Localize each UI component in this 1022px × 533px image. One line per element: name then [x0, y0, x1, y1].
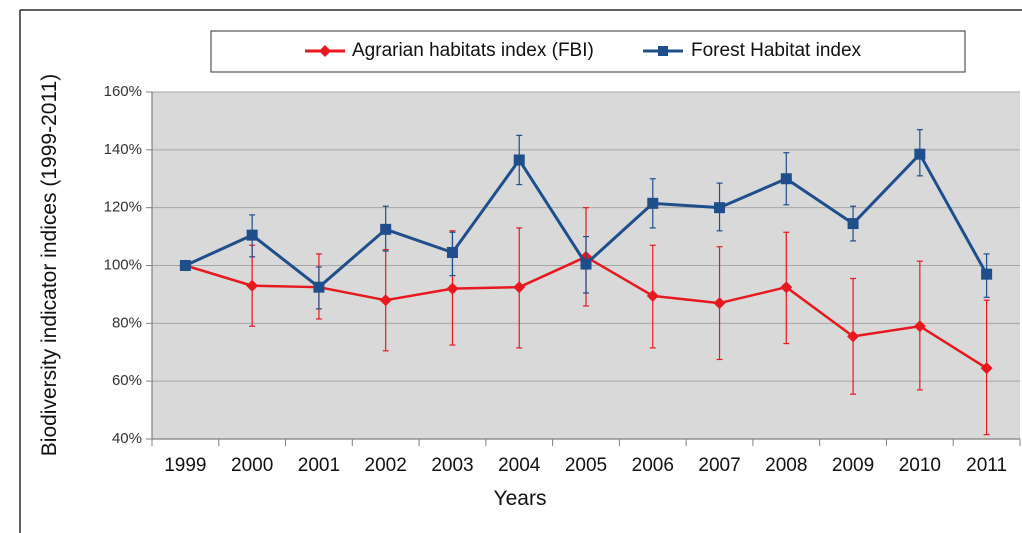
x-tick-label: 2007: [698, 455, 740, 476]
y-tick-label: 160%: [104, 83, 142, 100]
x-tick-label: 2004: [498, 455, 541, 476]
y-tick-label: 60%: [112, 372, 142, 389]
x-tick-label: 2001: [298, 455, 340, 476]
series-1: [179, 128, 993, 310]
x-tick-label: 2011: [966, 455, 1007, 476]
legend-marker-forest: [658, 46, 668, 56]
y-axis-title: Biodiversity indicator indices (1999-201…: [38, 74, 61, 456]
data-point: [847, 218, 859, 230]
data-point: [246, 279, 259, 292]
legend-marker-agrarian: [319, 45, 331, 57]
data-point: [580, 258, 592, 270]
x-axis-title: Years: [494, 487, 547, 510]
x-tick-label: 2006: [632, 455, 674, 476]
data-point: [914, 148, 926, 160]
x-tick-label: 2009: [832, 455, 874, 476]
legend-item-forest: Forest Habitat index: [643, 40, 862, 61]
data-point: [780, 173, 792, 185]
x-tick-label: 2003: [431, 455, 473, 476]
data-series: [179, 128, 993, 436]
data-point: [847, 330, 860, 343]
data-point: [379, 294, 392, 307]
data-point: [780, 281, 793, 294]
y-tick-label: 140%: [104, 141, 142, 158]
legend: Agrarian habitats index (FBI) Forest Hab…: [210, 30, 966, 73]
legend-label-agrarian: Agrarian habitats index (FBI): [352, 40, 594, 61]
y-tick-label: 100%: [104, 256, 142, 273]
x-tick-label: 2010: [899, 455, 941, 476]
data-point: [513, 154, 525, 166]
data-point: [246, 229, 258, 241]
data-point: [913, 320, 926, 333]
plot-area: 40% 60% 80% 100% 120% 140% 160% 1999 2000 2001 20…: [104, 83, 1021, 476]
x-tick-label: 2000: [231, 455, 273, 476]
legend-item-agrarian: Agrarian habitats index (FBI): [305, 40, 594, 61]
legend-label-forest: Forest Habitat index: [691, 40, 862, 61]
x-tick-label: 1999: [164, 455, 206, 476]
data-point: [981, 268, 993, 280]
x-tick-label: 2002: [365, 455, 407, 476]
x-axis-ticks: 1999 2000 2001 2002 2003 2004 2005 2006 2007 2008…: [151, 439, 1021, 476]
y-axis-ticks: 40% 60% 80% 100% 120% 140% 160%: [104, 83, 152, 447]
data-point: [380, 223, 392, 235]
data-point: [713, 297, 726, 310]
data-point: [646, 289, 659, 302]
data-point: [980, 362, 993, 375]
data-point: [313, 281, 325, 293]
y-tick-label: 80%: [112, 314, 142, 331]
data-point: [179, 260, 191, 271]
y-tick-label: 120%: [104, 199, 142, 216]
data-point: [714, 202, 726, 214]
data-point: [446, 246, 458, 258]
y-tick-label: 40%: [112, 430, 142, 447]
data-point: [446, 282, 459, 295]
x-tick-label: 2005: [565, 455, 607, 476]
data-point: [513, 281, 526, 294]
x-tick-label: 2008: [765, 455, 807, 476]
data-point: [647, 197, 659, 209]
